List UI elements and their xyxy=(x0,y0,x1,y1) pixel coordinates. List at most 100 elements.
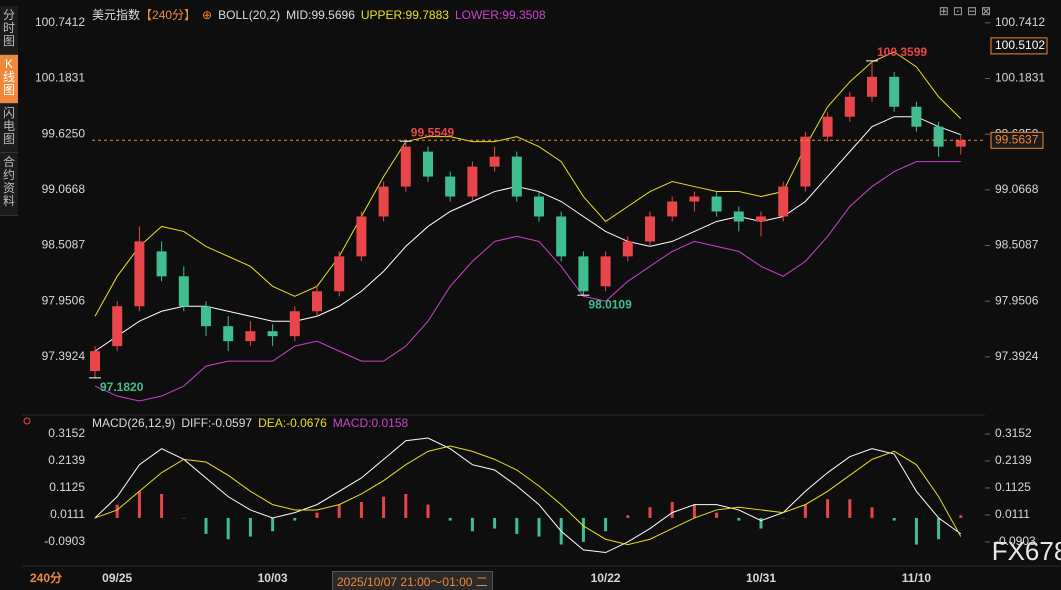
y-tick-label-left: 97.3924 xyxy=(42,349,86,363)
ref-price-label: 100.5102 xyxy=(995,38,1045,52)
candle-body xyxy=(223,326,234,342)
y-tick-label-left: 99.0668 xyxy=(42,182,86,196)
legend-item: MID:99.5696 xyxy=(286,8,355,22)
candle-body xyxy=(911,106,922,127)
candle-body xyxy=(356,216,367,257)
x-tick-label: 11/10 xyxy=(902,571,932,585)
settings-icon[interactable]: ⊕ xyxy=(202,8,213,22)
macd-bar xyxy=(293,517,297,521)
x-tick-label: 09/25 xyxy=(102,571,132,585)
macd-header: MACD(26,12,9) DIFF:-0.0597 DEA:-0.0676 MACD… xyxy=(92,416,414,430)
candle-body xyxy=(645,216,655,242)
macd-bar xyxy=(626,515,630,518)
macd-bar xyxy=(604,517,608,532)
macd-bar xyxy=(848,499,852,518)
y-tick-label: 97.9506 xyxy=(995,293,1039,307)
candle-body xyxy=(955,140,966,147)
candle-body xyxy=(112,306,123,347)
legend-item: DIFF:-0.0597 xyxy=(181,416,253,430)
macd-bar xyxy=(115,504,119,518)
macd-bar xyxy=(93,517,97,519)
macd-bar xyxy=(448,517,452,521)
title: 美元指数 xyxy=(92,8,141,22)
candle-body xyxy=(667,201,678,217)
candle-body xyxy=(267,331,278,337)
candle-body xyxy=(489,156,500,167)
candle-body xyxy=(689,196,700,202)
y-tick-label-left: 99.6250 xyxy=(42,126,86,140)
last-price-box xyxy=(990,131,1044,149)
macd-bar xyxy=(160,493,164,518)
candle-body xyxy=(600,256,611,287)
y-tick-label-left: 98.5087 xyxy=(42,238,86,252)
candle-body xyxy=(201,306,211,327)
macd-bar xyxy=(248,517,252,537)
y-tick-label-left: 0.3152 xyxy=(48,426,85,440)
candle-body xyxy=(556,216,567,257)
candle-body xyxy=(733,211,744,222)
macd-bar xyxy=(226,517,230,540)
y-tick-label-left: 97.9506 xyxy=(42,293,86,307)
macd-bar xyxy=(648,507,652,518)
macd-bar xyxy=(826,499,830,518)
candle-body xyxy=(289,311,300,337)
y-tick-label-left: 100.7412 xyxy=(35,15,85,29)
y-tick-label-left: 0.0111 xyxy=(50,507,85,521)
x-tick-label: 10/22 xyxy=(591,571,621,585)
macd-bar xyxy=(271,517,275,532)
tab[interactable]: 分时图 xyxy=(0,6,18,55)
macd-bar xyxy=(892,517,896,521)
macd-bar xyxy=(382,496,386,518)
indicator-line xyxy=(94,51,962,317)
macd-bar xyxy=(737,517,741,521)
y-tick-label-left: 0.2139 xyxy=(48,453,85,467)
indicator-line xyxy=(94,161,961,402)
y-tick-label: 99.0668 xyxy=(995,182,1039,196)
tab[interactable]: K线图 xyxy=(0,55,18,104)
macd-bar xyxy=(914,517,918,545)
x-tick-label: 10/03 xyxy=(258,571,288,585)
main-header: 美元指数【240分】 ⊕ BOLL(20,2) MID:99.5696 UPPER:99… xyxy=(92,6,552,23)
candle-body xyxy=(844,96,855,117)
toolbar[interactable]: ⊞⊡⊟⊠ xyxy=(938,4,995,18)
macd-bar xyxy=(515,517,519,534)
legend-item: MACD:0.0158 xyxy=(332,416,409,430)
macd-bar xyxy=(581,517,585,542)
indicator: BOLL(20,2) xyxy=(218,8,281,22)
macd-bar xyxy=(870,507,874,518)
tab[interactable]: 合约资料 xyxy=(0,153,18,216)
candle-body xyxy=(822,116,833,137)
indicator-line xyxy=(94,445,962,546)
tab[interactable]: 闪电图 xyxy=(0,104,18,153)
legend-item: DEA:-0.0676 xyxy=(258,416,327,430)
candle-body xyxy=(445,176,456,197)
candle-body xyxy=(800,136,811,187)
candle-body xyxy=(312,291,322,312)
candle-body xyxy=(178,276,189,307)
macd-bar xyxy=(715,512,719,518)
indicator-line xyxy=(94,116,961,352)
y-tick-label: -0.0903 xyxy=(995,534,1036,548)
candle-body xyxy=(534,196,544,217)
extreme-label: 100.3599 xyxy=(877,45,927,59)
macd-bar xyxy=(803,504,807,518)
macd-bar xyxy=(182,517,186,519)
macd-bar xyxy=(759,517,763,529)
y-tick-label: 100.1831 xyxy=(995,71,1045,85)
title: MACD(26,12,9) xyxy=(92,416,176,430)
ref-price-box xyxy=(990,37,1048,55)
period: 【240分】 xyxy=(140,8,197,22)
macd-bar xyxy=(493,517,497,529)
candle-body xyxy=(334,256,345,292)
candle-body xyxy=(400,146,411,187)
macd-bar xyxy=(959,515,963,518)
y-tick-label: 0.2139 xyxy=(995,453,1032,467)
y-tick-label-left: -0.0903 xyxy=(44,534,85,548)
candle-body xyxy=(378,186,389,217)
candle-body xyxy=(711,196,722,212)
period-label: 240分 xyxy=(30,570,62,585)
candle-body xyxy=(156,251,167,277)
macd-bar xyxy=(315,512,319,518)
